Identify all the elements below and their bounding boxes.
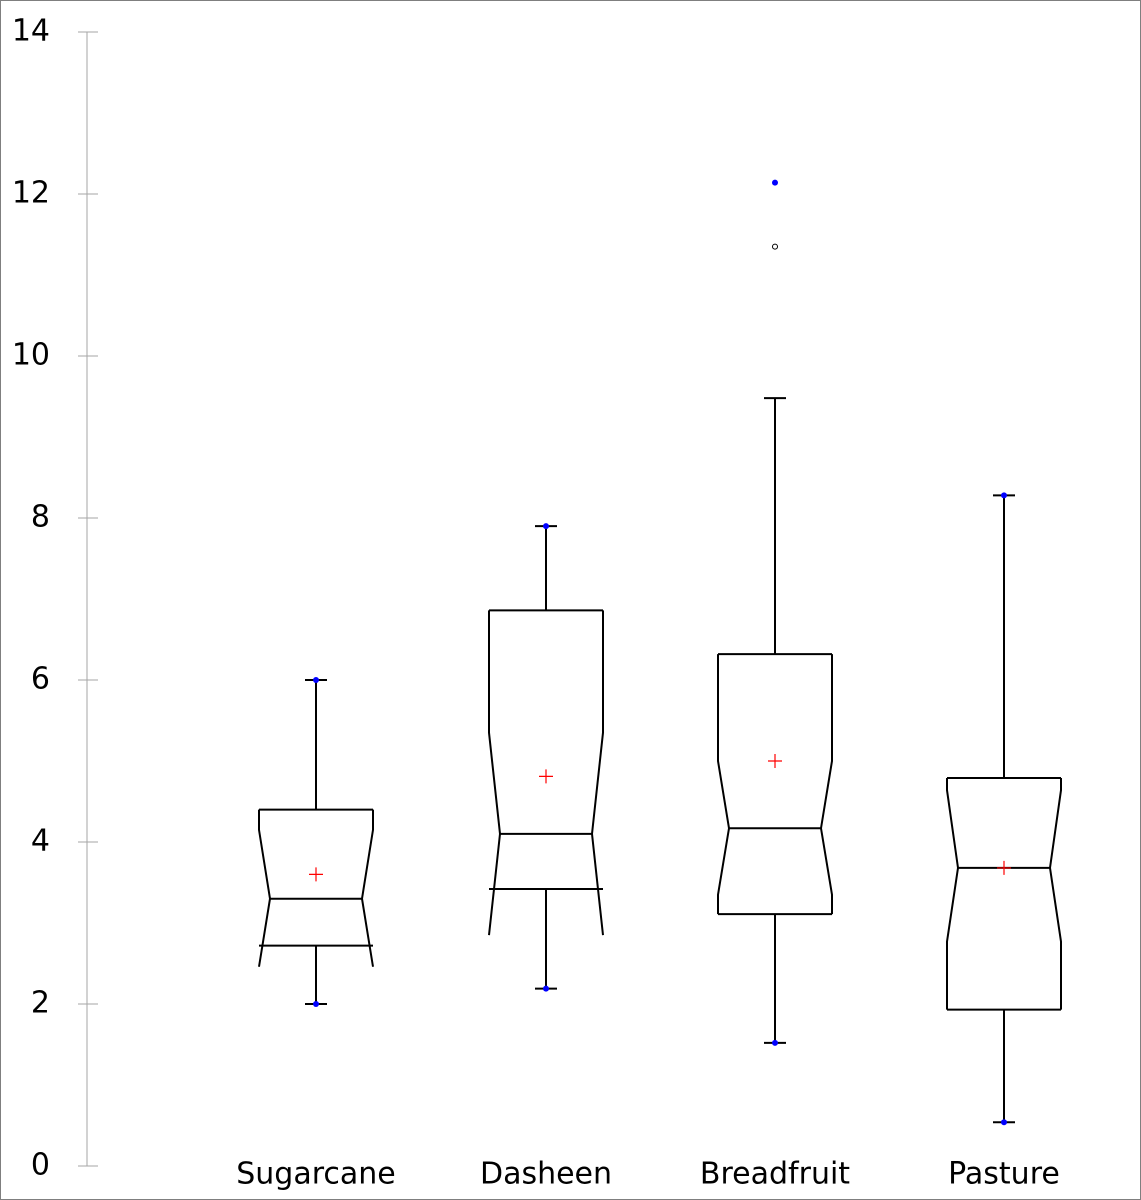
x-tick-label: Pasture xyxy=(948,1157,1060,1192)
min-point xyxy=(1001,1119,1007,1126)
y-tick-label: 6 xyxy=(31,662,50,697)
mean-marker xyxy=(309,867,323,882)
box-side xyxy=(946,778,960,1010)
box-side xyxy=(360,809,374,967)
x-tick-label: Sugarcane xyxy=(236,1157,396,1192)
y-tick-label: 12 xyxy=(12,176,50,211)
mean-marker xyxy=(768,754,782,768)
max-point xyxy=(1001,492,1007,499)
y-tick-label: 14 xyxy=(12,14,50,49)
x-tick-label: Breadfruit xyxy=(700,1157,850,1192)
mean-marker xyxy=(539,769,553,784)
box-side xyxy=(819,654,833,915)
min-point xyxy=(313,1001,319,1007)
box-side xyxy=(590,610,604,936)
y-tick-label: 2 xyxy=(31,986,50,1021)
x-tick-label: Dasheen xyxy=(480,1157,612,1192)
y-tick-label: 0 xyxy=(31,1148,50,1183)
max-point xyxy=(772,179,778,186)
y-tick-label: 4 xyxy=(31,824,50,859)
y-tick-label: 10 xyxy=(12,338,50,373)
min-point xyxy=(543,985,549,992)
max-point xyxy=(313,677,319,683)
box-side xyxy=(717,654,731,915)
min-point xyxy=(772,1039,778,1046)
box-side xyxy=(1048,778,1062,1010)
max-point xyxy=(543,523,549,530)
box-side xyxy=(258,809,272,967)
box-side xyxy=(488,610,502,936)
y-tick-label: 8 xyxy=(31,500,50,535)
outlier xyxy=(772,243,778,250)
mean-marker xyxy=(997,860,1011,875)
